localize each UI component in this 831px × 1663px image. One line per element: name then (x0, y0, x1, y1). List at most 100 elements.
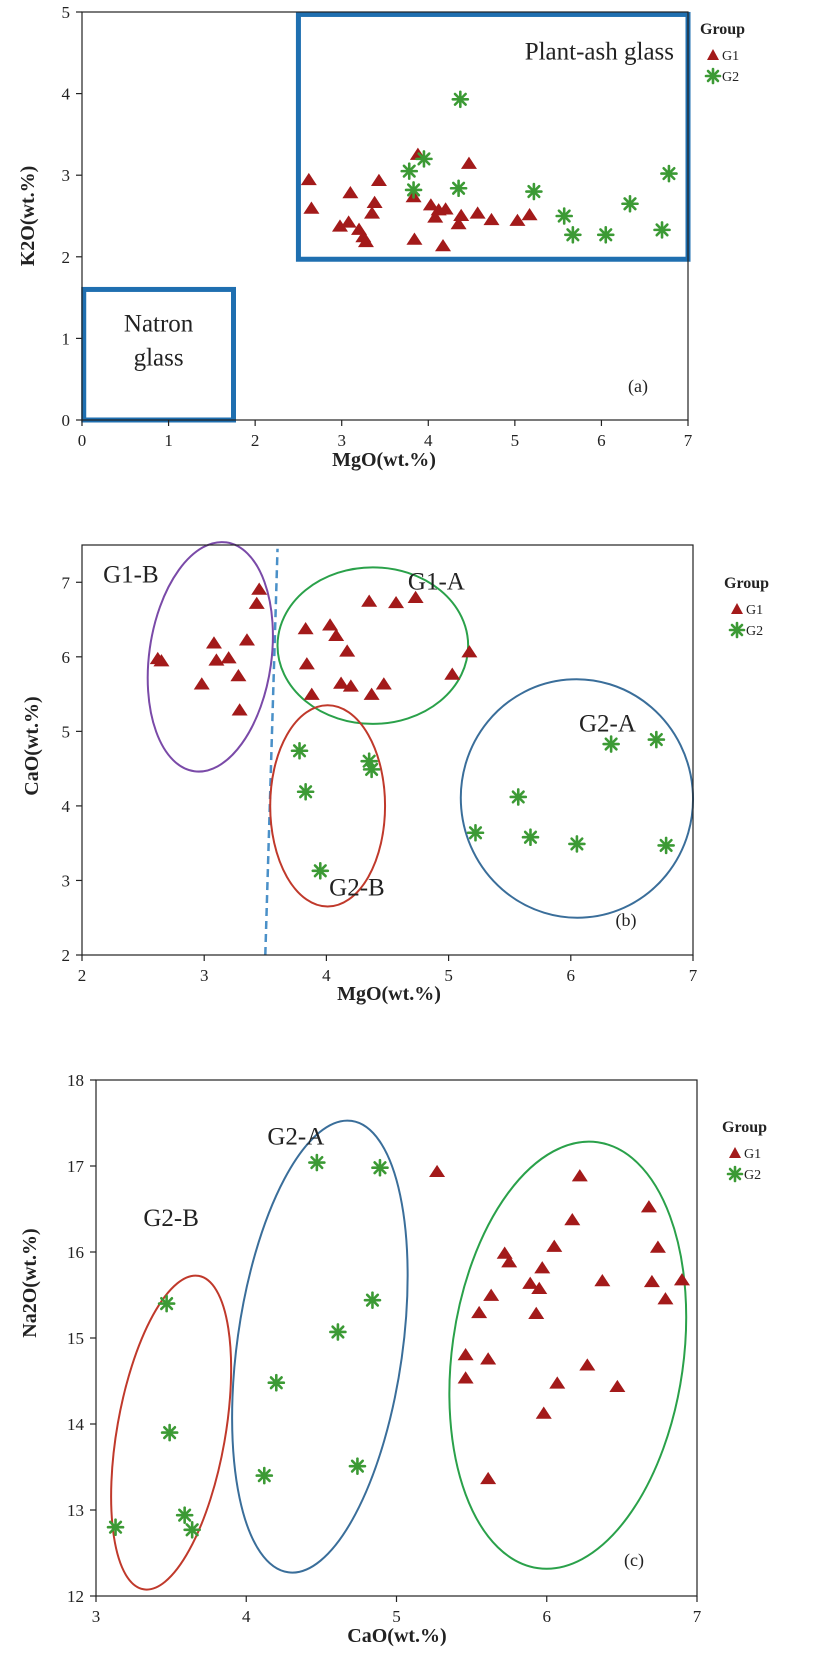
g1-point (328, 628, 345, 641)
g1-point (496, 1246, 513, 1259)
x-tick-label: 3 (92, 1607, 101, 1626)
g1-point (546, 1239, 563, 1252)
legend-g2-label: G2 (722, 70, 739, 85)
g1-point (407, 590, 424, 603)
cluster-ellipse-g2-a (231, 1119, 409, 1574)
x-tick-label: 7 (684, 431, 693, 450)
g1-point (357, 234, 374, 248)
x-tick-label: 5 (392, 1607, 401, 1626)
g2-point (647, 730, 666, 749)
g1-point (370, 173, 387, 186)
g1-point (640, 1200, 657, 1213)
g1-point (220, 651, 237, 664)
y-tick-label: 7 (62, 573, 71, 592)
y-tick-label: 15 (67, 1329, 84, 1348)
g1-point (453, 208, 470, 222)
g1-point (422, 198, 439, 211)
g1-point (469, 206, 486, 219)
y-axis-label: Na2O(wt.%) (19, 1228, 41, 1337)
y-axis-label: CaO(wt.%) (21, 696, 43, 795)
y-tick-label: 4 (62, 85, 71, 104)
cluster-label: G2-B (143, 1205, 199, 1232)
y-tick-label: 3 (62, 166, 71, 185)
g2-point (157, 1294, 176, 1313)
g1-point (471, 1305, 488, 1319)
g1-point (643, 1274, 660, 1288)
g1-point (230, 669, 247, 682)
y-tick-label: 5 (62, 3, 71, 22)
x-tick-label: 7 (689, 966, 698, 985)
g1-point (153, 654, 170, 667)
y-tick-label: 5 (62, 722, 71, 741)
g1-point (406, 232, 423, 245)
g2-point (404, 181, 423, 199)
g2-point (106, 1518, 125, 1536)
g1-point (461, 645, 478, 658)
x-tick-label: 4 (322, 966, 331, 985)
g2-point (657, 836, 675, 855)
g2-point (564, 225, 582, 244)
g1-point (248, 596, 265, 609)
cluster-label: G2-A (579, 710, 636, 737)
legend-g1-label: G1 (722, 49, 739, 64)
cluster-ellipse-g1-b (146, 541, 274, 773)
g1-point (331, 219, 348, 232)
y-tick-label: 2 (62, 946, 71, 965)
cluster-ellipse-g2-a (459, 678, 695, 919)
x-tick-label: 6 (567, 966, 576, 985)
x-tick-label: 6 (597, 431, 606, 450)
g2-point (267, 1373, 286, 1392)
y-tick-label: 13 (67, 1501, 84, 1520)
g1-point (483, 212, 500, 226)
x-tick-label: 3 (200, 966, 209, 985)
x-tick-label: 6 (543, 1607, 552, 1626)
y-tick-label: 2 (62, 248, 71, 267)
g1-point (435, 238, 452, 252)
y-tick-label: 14 (67, 1415, 85, 1434)
region-label: Plant-ash glass (525, 38, 674, 65)
g1-point (673, 1273, 690, 1286)
g1-point (528, 1306, 545, 1319)
g2-point (415, 150, 433, 168)
g1-point (549, 1376, 566, 1389)
g1-point (303, 687, 320, 700)
g1-point (251, 582, 268, 595)
panel-label: (b) (616, 910, 637, 931)
legend-title: Group (722, 1119, 767, 1136)
plot-frame (81, 544, 694, 956)
g1-point (193, 677, 210, 690)
g1-point (322, 618, 339, 631)
g1-point (594, 1274, 611, 1287)
y-tick-label: 1 (62, 329, 71, 348)
g1-point (303, 201, 320, 214)
x-tick-label: 7 (693, 1607, 702, 1626)
panel-label: (c) (624, 1550, 644, 1571)
g1-point (339, 644, 356, 657)
g1-point (534, 1261, 551, 1274)
g2-point (371, 1158, 389, 1177)
legend-star-glyph (728, 621, 746, 639)
panel-label: (a) (628, 376, 648, 397)
cluster-ellipse-g2-b (110, 1274, 233, 1591)
g1-point (366, 195, 383, 208)
region-label: Natron (124, 310, 194, 337)
g2-point (311, 861, 330, 880)
x-tick-label: 0 (78, 431, 87, 450)
g2-point (449, 179, 468, 198)
g1-point (297, 622, 314, 635)
g1-point (509, 213, 526, 226)
g1-point (231, 703, 248, 716)
g2-point (363, 1291, 382, 1309)
x-axis-label: MgO(wt.%) (337, 983, 441, 1005)
g2-point (308, 1153, 326, 1172)
legend: Group G1 G2 (724, 575, 769, 639)
legend-g1-label: G1 (744, 1147, 761, 1162)
x-axis-label: CaO(wt.%) (347, 1625, 446, 1647)
g1-point (364, 206, 381, 219)
legend-g1-label: G1 (746, 603, 763, 618)
g1-point (205, 636, 222, 649)
legend-g2-label: G2 (744, 1168, 761, 1183)
g2-point (596, 225, 615, 244)
g1-point (571, 1169, 588, 1182)
legend-g1-marker (729, 1147, 741, 1158)
